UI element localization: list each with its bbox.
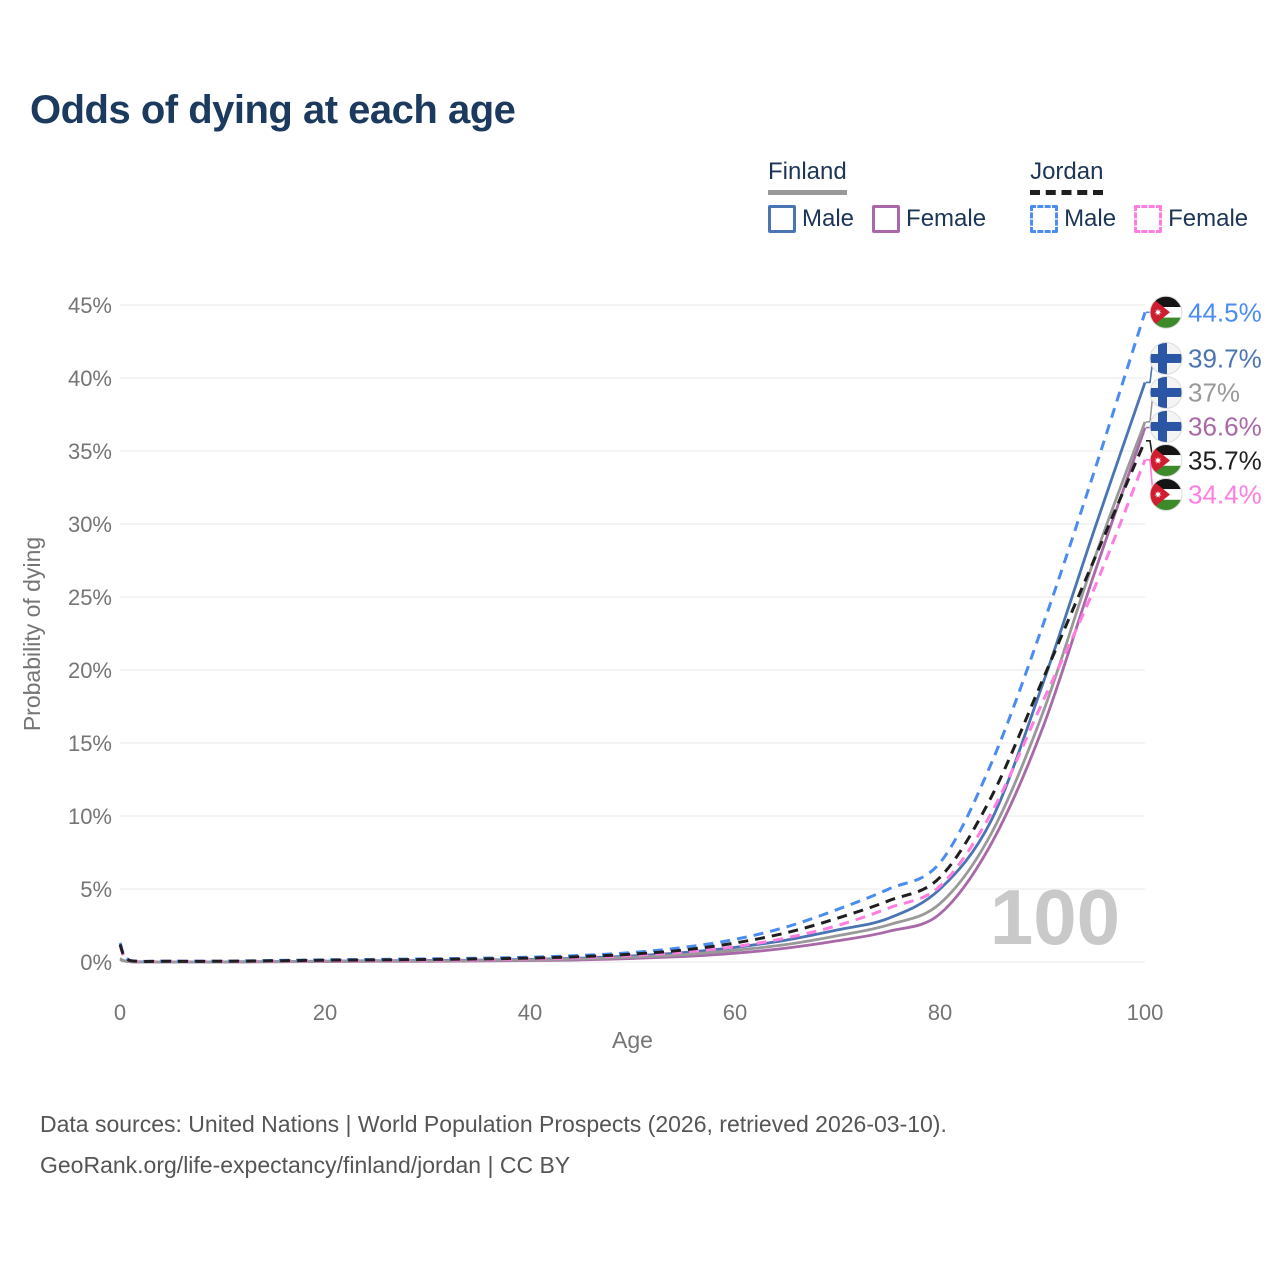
legend-label-jordan-female: Female <box>1168 205 1249 232</box>
end-label-finland-female: 36.6% <box>1188 411 1262 441</box>
jordan-flag-icon <box>1149 295 1183 329</box>
y-tick-40: 40% <box>68 366 112 391</box>
y-tick-15: 15% <box>68 731 112 756</box>
jordan-male-swatch-icon <box>1030 205 1059 233</box>
finland-female-swatch-icon <box>872 205 901 233</box>
y-tick-10: 10% <box>68 804 112 829</box>
x-axis-title: Age <box>612 1027 653 1053</box>
y-tick-30: 30% <box>68 512 112 537</box>
legend-item-finland-male[interactable]: Male <box>768 205 854 233</box>
x-tick-60: 60 <box>723 1000 747 1025</box>
page-title: Odds of dying at each age <box>30 88 516 132</box>
x-tick-0: 0 <box>114 1000 126 1025</box>
legend-group-jordan: Jordan Male Female <box>1030 158 1248 233</box>
footer-line1: Data sources: United Nations | World Pop… <box>40 1111 947 1137</box>
end-label-jordan-male: 44.5% <box>1188 297 1262 327</box>
end-label-jordan-female: 34.4% <box>1188 479 1262 509</box>
x-tick-40: 40 <box>518 1000 542 1025</box>
finland-flag-icon <box>1149 341 1183 375</box>
legend-group-finland: Finland Male Female <box>768 158 986 233</box>
x-tick-100: 100 <box>1127 1000 1164 1025</box>
plot-area[interactable] <box>120 305 1145 962</box>
data-sources: Data sources: United Nations | World Pop… <box>40 1104 947 1186</box>
y-tick-0: 0% <box>80 950 112 975</box>
footer-line2: GeoRank.org/life-expectancy/finland/jord… <box>40 1152 571 1178</box>
x-tick-80: 80 <box>928 1000 952 1025</box>
y-tick-35: 35% <box>68 439 112 464</box>
finland-flag-icon <box>1149 375 1183 409</box>
y-tick-5: 5% <box>80 877 112 902</box>
jordan-flag-icon <box>1149 443 1183 477</box>
legend-label-jordan-male: Male <box>1064 205 1117 232</box>
legend-label-finland-female: Female <box>906 205 987 232</box>
y-tick-20: 20% <box>68 658 112 683</box>
end-label-finland-male: 39.7% <box>1188 343 1262 373</box>
legend-items-finland: Male Female <box>768 205 986 233</box>
legend: Finland Male Female Jordan Male <box>768 158 1248 233</box>
legend-item-jordan-female[interactable]: Female <box>1134 205 1248 233</box>
x-tick-20: 20 <box>313 1000 337 1025</box>
finland-flag-icon <box>1149 409 1183 443</box>
legend-item-jordan-male[interactable]: Male <box>1030 205 1116 233</box>
legend-label-finland-male: Male <box>802 205 855 232</box>
legend-items-jordan: Male Female <box>1030 205 1248 233</box>
y-tick-45: 45% <box>68 293 112 318</box>
end-label-finland-both: 37% <box>1188 377 1240 407</box>
y-tick-25: 25% <box>68 585 112 610</box>
finland-male-swatch-icon <box>768 205 796 233</box>
age-counter-watermark: 100 <box>990 873 1120 961</box>
line-jordan-both[interactable] <box>118 440 1147 963</box>
jordan-flag-icon <box>1149 477 1183 511</box>
jordan-female-swatch-icon <box>1134 205 1163 233</box>
legend-country-finland[interactable]: Finland <box>768 158 847 195</box>
end-label-jordan-both: 35.7% <box>1188 445 1262 475</box>
legend-item-finland-female[interactable]: Female <box>872 205 986 233</box>
legend-country-jordan[interactable]: Jordan <box>1030 158 1104 195</box>
y-axis-title: Probability of dying <box>19 537 45 731</box>
